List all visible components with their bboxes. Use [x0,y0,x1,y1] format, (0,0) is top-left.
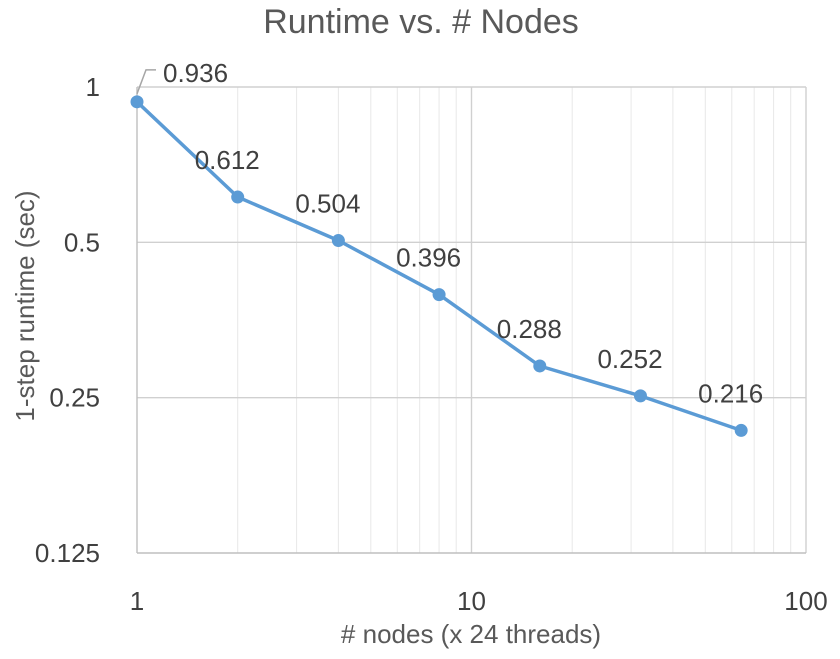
grid [137,86,807,553]
x-tick-label: 10 [457,586,486,616]
data-label: 0.936 [163,58,228,88]
data-label: 0.504 [295,189,360,219]
data-labels: 0.936 0.612 0.504 0.396 0.288 0.252 0.216 [136,58,763,408]
data-label: 0.396 [396,243,461,273]
chart-title: Runtime vs. # Nodes [263,3,579,41]
y-tick-label: 1 [86,72,100,102]
data-point [231,190,245,204]
x-tick-label: 100 [784,586,827,616]
data-label: 0.288 [497,314,562,344]
y-tick-label: 0.5 [64,227,100,257]
y-tick-label: 0.125 [35,538,100,568]
data-point [432,288,446,302]
y-axis-title: 1-step runtime (sec) [10,190,40,421]
data-label-leader [136,69,156,95]
data-label: 0.216 [698,378,763,408]
data-label: 0.612 [195,145,260,175]
x-axis-title: # nodes (x 24 threads) [341,619,601,649]
data-label: 0.252 [597,344,662,374]
x-tick-label: 1 [130,586,144,616]
data-point [734,423,748,437]
data-point [130,95,144,109]
data-point [331,234,345,248]
axes [136,87,806,554]
data-point [633,389,647,403]
data-point [533,359,547,373]
tick-labels: 1 0.5 0.25 0.125 1 10 100 [35,72,828,616]
y-tick-label: 0.25 [49,383,100,413]
series [130,95,748,437]
